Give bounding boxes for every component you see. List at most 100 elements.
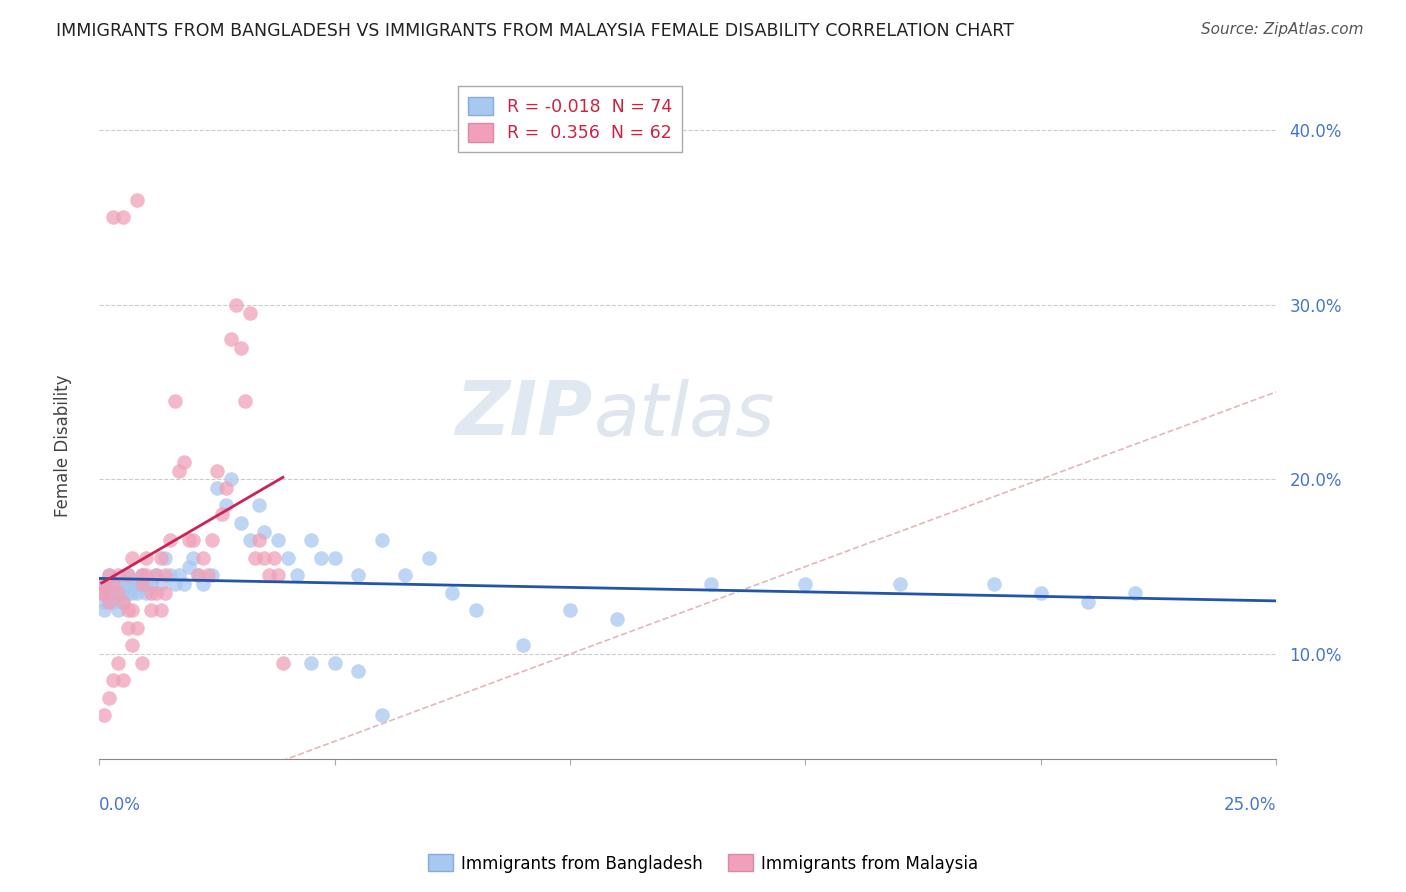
Point [464, 603, 486, 617]
Point [90, 586, 112, 600]
Point [103, 673, 125, 688]
Point [117, 577, 139, 591]
Point [125, 621, 148, 635]
Point [205, 463, 228, 477]
Point [155, 568, 177, 582]
Point [267, 568, 290, 582]
Point [139, 586, 162, 600]
Point [97, 594, 120, 608]
Point [107, 568, 129, 582]
Point [111, 594, 134, 608]
Point [211, 507, 233, 521]
Point [215, 481, 238, 495]
Point [394, 568, 416, 582]
Point [125, 586, 148, 600]
Point [131, 568, 153, 582]
Text: IMMIGRANTS FROM BANGLADESH VS IMMIGRANTS FROM MALAYSIA FEMALE DISABILITY CORRELA: IMMIGRANTS FROM BANGLADESH VS IMMIGRANTS… [56, 22, 1014, 40]
Point [229, 341, 252, 355]
Point [371, 533, 394, 548]
Point [121, 603, 143, 617]
Point [117, 568, 139, 582]
Point [159, 533, 181, 548]
Point [253, 524, 276, 539]
Point [323, 656, 346, 670]
Point [229, 516, 252, 530]
Point [257, 568, 280, 582]
Point [187, 568, 209, 582]
Text: Source: ZipAtlas.com: Source: ZipAtlas.com [1201, 22, 1364, 37]
Point [111, 594, 134, 608]
Point [253, 550, 276, 565]
Point [135, 568, 157, 582]
Point [111, 673, 134, 688]
Point [606, 612, 628, 626]
Point [103, 586, 125, 600]
Point [107, 603, 129, 617]
Point [219, 472, 242, 486]
Point [323, 550, 346, 565]
Point [169, 568, 191, 582]
Point [125, 577, 148, 591]
Point [139, 603, 162, 617]
Text: Female Disability: Female Disability [55, 375, 72, 517]
Point [103, 577, 125, 591]
Point [271, 656, 294, 670]
Point [145, 568, 167, 582]
Point [131, 568, 153, 582]
Point [121, 586, 143, 600]
Point [117, 621, 139, 635]
Point [117, 586, 139, 600]
Point [107, 577, 129, 591]
Point [169, 463, 191, 477]
Point [121, 638, 143, 652]
Point [117, 603, 139, 617]
Point [135, 586, 157, 600]
Point [512, 638, 534, 652]
Point [418, 550, 440, 565]
Point [145, 568, 167, 582]
Point [121, 550, 143, 565]
Point [93, 708, 115, 723]
Point [239, 306, 262, 320]
Point [299, 656, 322, 670]
Point [247, 533, 270, 548]
Point [173, 577, 195, 591]
Point [1077, 594, 1099, 608]
Point [131, 577, 153, 591]
Legend: Immigrants from Bangladesh, Immigrants from Malaysia: Immigrants from Bangladesh, Immigrants f… [420, 847, 986, 880]
Point [131, 577, 153, 591]
Point [131, 656, 153, 670]
Point [155, 550, 177, 565]
Point [149, 577, 172, 591]
Point [794, 577, 817, 591]
Text: 25.0%: 25.0% [1223, 797, 1277, 814]
Point [139, 577, 162, 591]
Point [247, 499, 270, 513]
Point [97, 568, 120, 582]
Point [347, 568, 370, 582]
Point [277, 550, 299, 565]
Point [111, 211, 134, 225]
Point [117, 568, 139, 582]
Point [93, 577, 115, 591]
Point [889, 577, 911, 591]
Point [93, 586, 115, 600]
Point [107, 586, 129, 600]
Point [163, 577, 186, 591]
Point [93, 603, 115, 617]
Point [103, 211, 125, 225]
Point [111, 586, 134, 600]
Point [197, 568, 219, 582]
Point [135, 550, 157, 565]
Point [309, 550, 332, 565]
Point [149, 603, 172, 617]
Text: 0.0%: 0.0% [100, 797, 141, 814]
Point [97, 594, 120, 608]
Point [219, 333, 242, 347]
Point [205, 481, 228, 495]
Point [558, 603, 581, 617]
Point [267, 533, 290, 548]
Point [97, 577, 120, 591]
Point [107, 586, 129, 600]
Legend: R = -0.018  N = 74, R =  0.356  N = 62: R = -0.018 N = 74, R = 0.356 N = 62 [458, 87, 682, 153]
